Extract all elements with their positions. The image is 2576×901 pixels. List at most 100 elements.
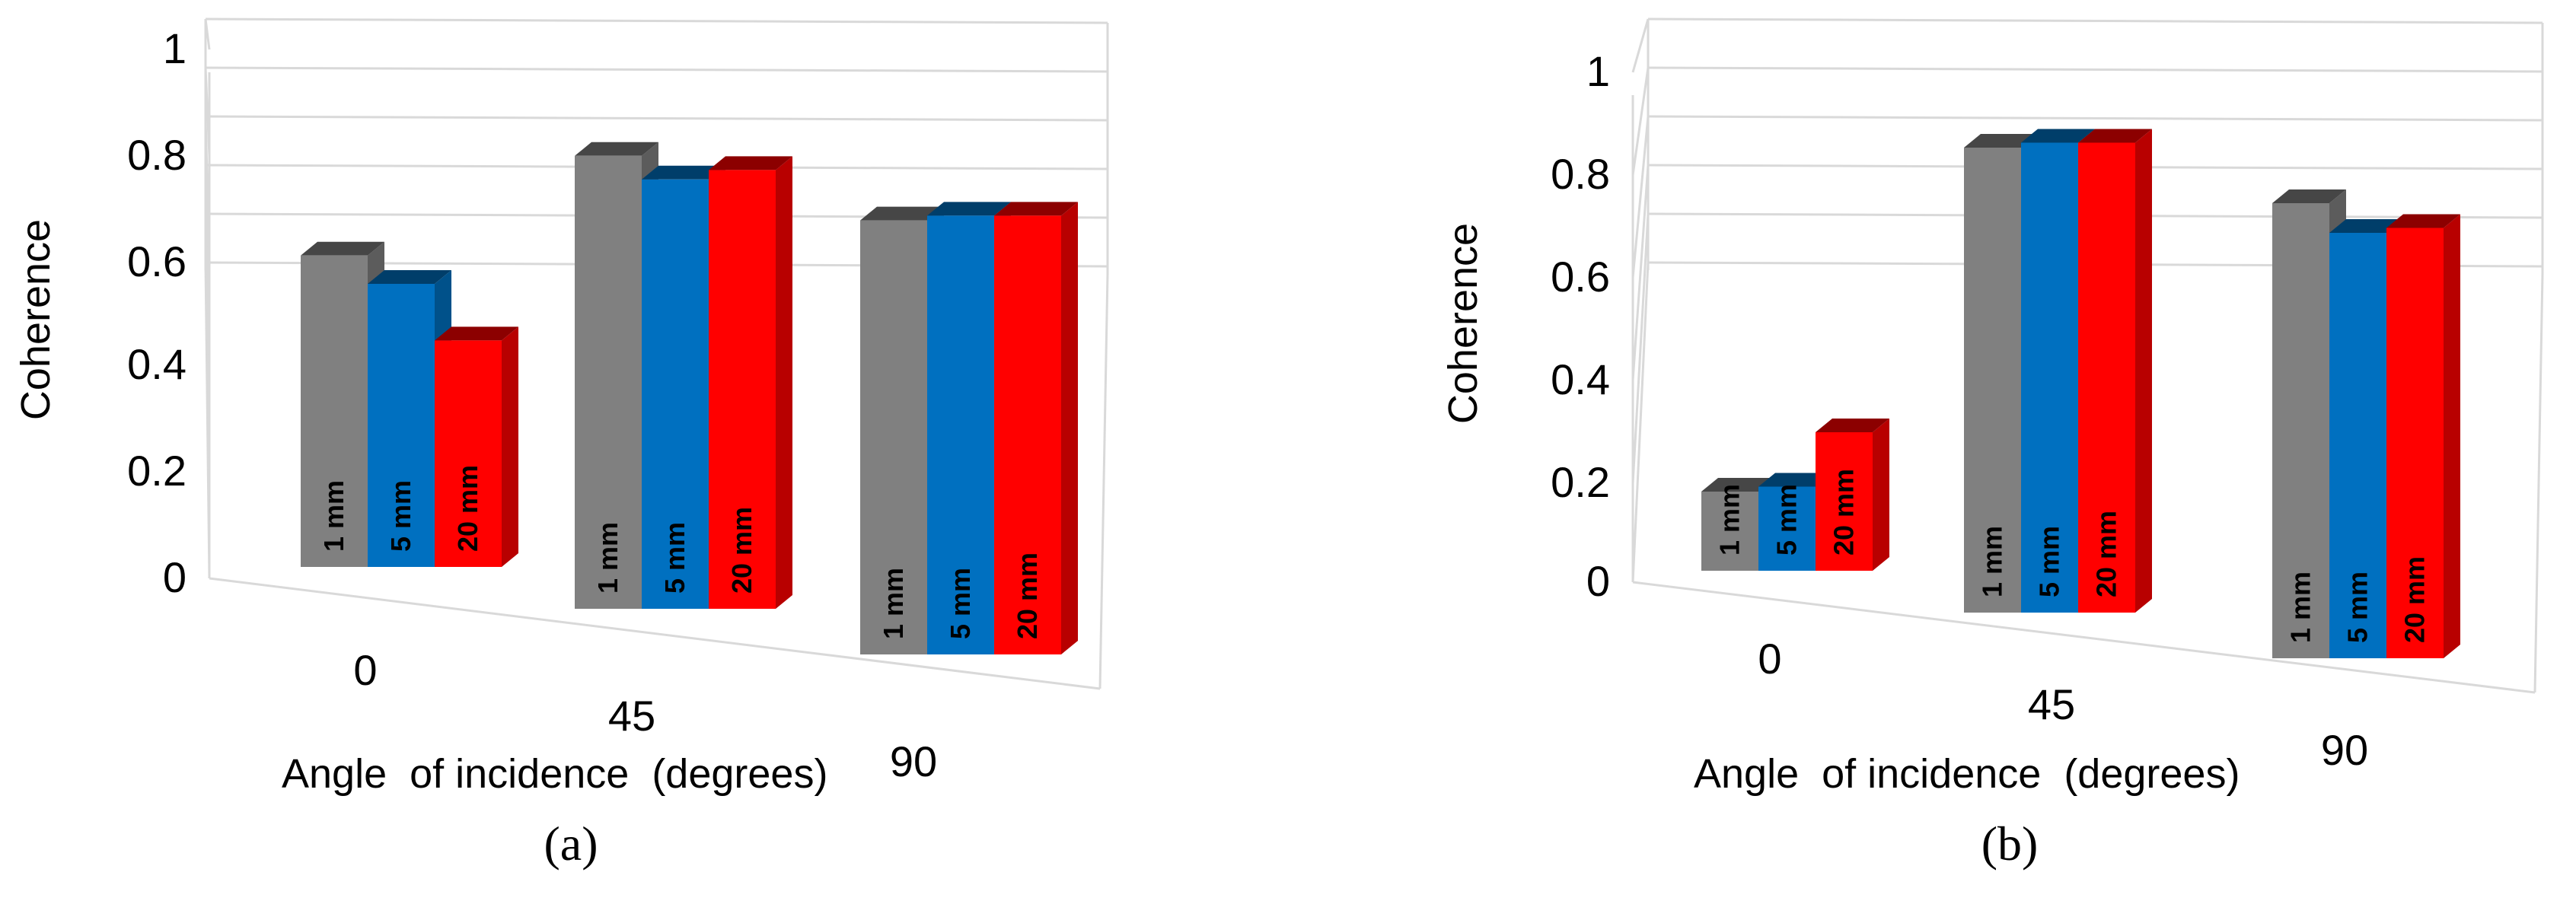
gridline-side	[1631, 262, 1650, 583]
floor-edge	[209, 577, 1101, 690]
bar-front	[860, 220, 927, 655]
y-axis-title: Coherence	[1440, 223, 1486, 424]
y-tick-label: 0.8	[1551, 150, 1610, 198]
bar-top	[1758, 473, 1832, 487]
bar: 20 mm	[1816, 419, 1889, 571]
floor-edge	[2533, 273, 2544, 693]
gridline-back	[1647, 18, 2543, 24]
bar-series-label: 1 mm	[1977, 526, 2008, 597]
bar-series-label: 20 mm	[1828, 469, 1860, 556]
bar-top	[2386, 214, 2460, 228]
bar-front	[2386, 228, 2444, 658]
bar-front	[301, 255, 368, 567]
x-tick-label: 90	[2321, 726, 2368, 774]
bar-series-label: 5 mm	[385, 480, 416, 552]
bar: 20 mm	[709, 156, 792, 609]
x-tick-label: 90	[890, 737, 937, 785]
bar-series-label: 20 mm	[2399, 556, 2431, 643]
bar: 20 mm	[994, 202, 1078, 654]
bar-front	[2078, 142, 2135, 613]
y-tick-label: 0.4	[1551, 355, 1610, 403]
gridline-side	[1631, 67, 1650, 176]
bar-side	[1061, 202, 1078, 654]
bar-front	[2329, 233, 2386, 658]
bar-front	[1964, 148, 2021, 613]
bar-series-label: 5 mm	[945, 568, 976, 639]
y-tick-label: 0.4	[127, 340, 187, 388]
gridline-side	[1631, 164, 1650, 381]
bar-top	[2021, 129, 2095, 143]
bar: 20 mm	[2386, 214, 2460, 658]
bar-series-label: 20 mm	[2091, 511, 2122, 597]
bar-top	[435, 326, 518, 341]
bar-series-label: 1 mm	[318, 480, 349, 552]
bar-top	[642, 165, 725, 180]
bar: 20 mm	[2078, 129, 2152, 613]
bar-front	[575, 155, 642, 610]
bar-side	[2444, 214, 2460, 658]
chart-panel-b: 0 0.2 0.4 0.6 0.8 1 1 mm 5 mm 20 mm 1 mm 5 mm 20 mm…	[1440, 18, 2544, 871]
y-tick-label: 0.2	[1551, 458, 1610, 506]
bar-top	[368, 270, 451, 284]
bar: 20 mm	[435, 326, 518, 567]
bar-top	[2329, 219, 2403, 233]
bar-side	[776, 156, 792, 609]
gridline-back	[205, 18, 1108, 24]
bar-series-label: 5 mm	[1771, 484, 1803, 556]
bar-front	[994, 215, 1061, 654]
bar-front	[1816, 432, 1873, 571]
y-tick-label: 0	[1586, 557, 1610, 605]
gridline-back	[1647, 66, 2543, 73]
bar-front	[2272, 203, 2329, 658]
bar-top	[994, 202, 1078, 216]
x-tick-label: 45	[608, 692, 655, 740]
bar-series-label: 20 mm	[1012, 552, 1043, 639]
floor-edge	[1632, 581, 2536, 694]
bar-series-label: 20 mm	[726, 507, 757, 594]
bar-series-label: 1 mm	[878, 568, 909, 639]
bar-front	[435, 340, 502, 567]
bar-series-label: 20 mm	[452, 465, 483, 552]
bar-top	[301, 241, 384, 256]
gridline-back	[205, 66, 1108, 73]
bar-series-label: 1 mm	[2285, 571, 2316, 643]
bar-series-label: 5 mm	[659, 522, 690, 594]
y-tick-label: 0.2	[127, 447, 187, 495]
panel-label: (a)	[544, 817, 598, 871]
y-tick-label: 1	[163, 24, 187, 72]
bar-top	[2078, 129, 2152, 143]
x-tick-label: 45	[2028, 680, 2075, 728]
bar-front	[709, 170, 776, 609]
x-tick-label: 0	[353, 646, 377, 694]
bar-front	[1758, 486, 1816, 571]
bar-top	[1701, 478, 1775, 492]
bar-top	[860, 206, 944, 221]
x-axis-title: Angle of incidence (degrees)	[1694, 751, 2240, 797]
bar-front	[642, 179, 709, 610]
bar-top	[709, 156, 792, 170]
bar-top	[1816, 419, 1889, 432]
y-tick-label: 1	[1586, 47, 1610, 95]
bar-series-label: 5 mm	[2342, 571, 2374, 643]
bars: 1 mm 5 mm 20 mm 1 mm 5 mm 20 mm 1 mm 5 mm 20 mm	[1701, 129, 2460, 658]
gridline-side	[1631, 213, 1650, 484]
x-tick-label: 0	[1758, 635, 1781, 683]
bar-front	[1701, 492, 1758, 571]
bar-top	[927, 202, 1011, 216]
chart-panel-a: 0 0.2 0.4 0.6 0.8 1 1 mm 5 mm 20 mm 1 mm 5 mm 20 mm…	[13, 18, 1109, 871]
y-tick-label: 0.6	[1551, 253, 1610, 301]
gridline-side	[1631, 116, 1650, 279]
gridline-back	[1647, 115, 2543, 122]
y-tick-label: 0.8	[127, 131, 187, 179]
bar-top	[575, 142, 658, 156]
y-axis-title: Coherence	[13, 219, 59, 420]
bar-side	[2135, 129, 2152, 613]
bar-top	[1964, 134, 2038, 148]
gridline-side	[1631, 18, 1650, 73]
bar-series-label: 5 mm	[2034, 526, 2065, 597]
y-tick-label: 0	[163, 553, 187, 601]
bar-side	[502, 326, 518, 567]
bar-front	[2021, 142, 2078, 613]
bar-top	[2272, 189, 2346, 203]
